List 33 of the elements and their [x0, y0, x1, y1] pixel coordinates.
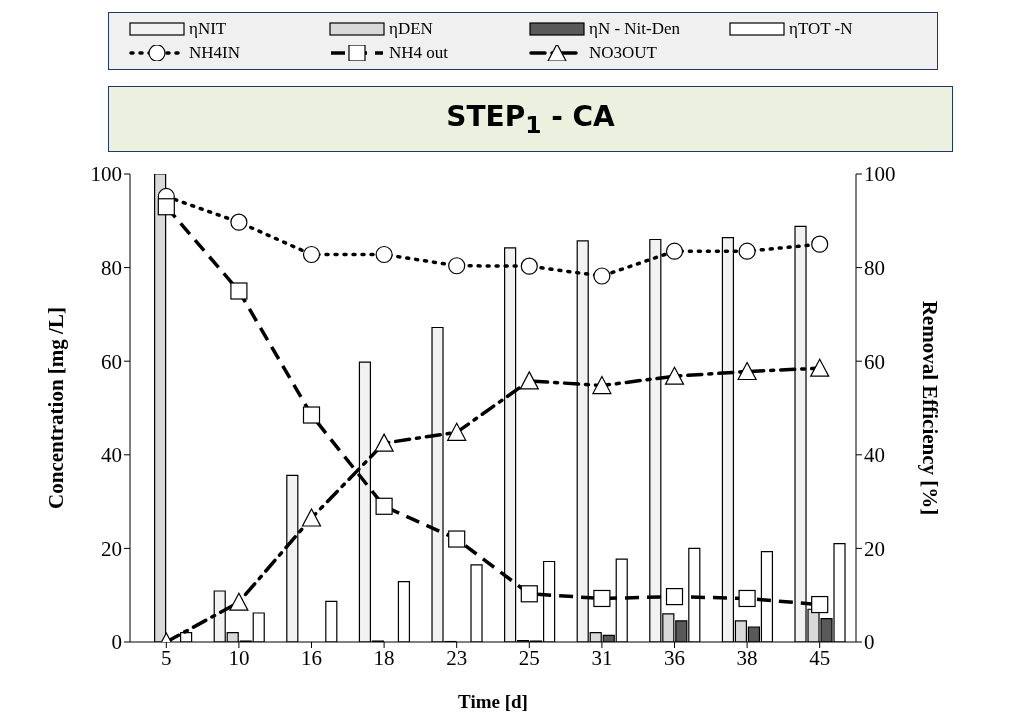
y2-tick-label: 100 — [864, 162, 896, 187]
y2-tick-label: 40 — [864, 443, 885, 468]
y2-tick-label: 20 — [864, 536, 885, 561]
x-tick-label: 31 — [591, 645, 613, 670]
legend-label: ηN - Nit-Den — [589, 19, 681, 39]
y2-tick-label: 60 — [864, 349, 885, 374]
y-tick-label: 40 — [101, 443, 122, 468]
y-tick-label: 60 — [101, 349, 122, 374]
legend-label: ηTOT -N — [789, 19, 853, 39]
chart-title: STEP$_{1}$ - CA — [446, 99, 615, 139]
legend-label: NH4IN — [189, 43, 240, 63]
x-tick-label: 5 — [161, 645, 172, 670]
y-tick-label: 100 — [90, 162, 122, 187]
y-tick-label: 80 — [101, 256, 122, 281]
legend-label: ηDEN — [389, 19, 433, 39]
legend-label: ηNIT — [189, 19, 227, 39]
y2-tick-label: 0 — [864, 630, 875, 655]
y-tick-label: 0 — [111, 630, 122, 655]
x-tick-label: 38 — [736, 645, 758, 670]
x-tick-label: 10 — [228, 645, 250, 670]
legend-label: NH4 out — [389, 43, 449, 63]
y2-axis-title: Removal Efficiency [%] — [917, 300, 942, 516]
y2-tick-label: 80 — [864, 256, 885, 281]
y-tick-label: 20 — [101, 536, 122, 561]
x-tick-label: 45 — [809, 645, 831, 670]
x-tick-label: 36 — [664, 645, 685, 670]
x-tick-label: 23 — [446, 645, 468, 670]
x-tick-label: 18 — [373, 645, 395, 670]
x-tick-label: 25 — [518, 645, 540, 670]
legend-label: NO3OUT — [589, 43, 657, 63]
x-tick-label: 16 — [301, 645, 322, 670]
y-axis-title: Concentration [mg /L] — [44, 307, 69, 509]
x-axis-title: Time [d] — [458, 691, 528, 712]
